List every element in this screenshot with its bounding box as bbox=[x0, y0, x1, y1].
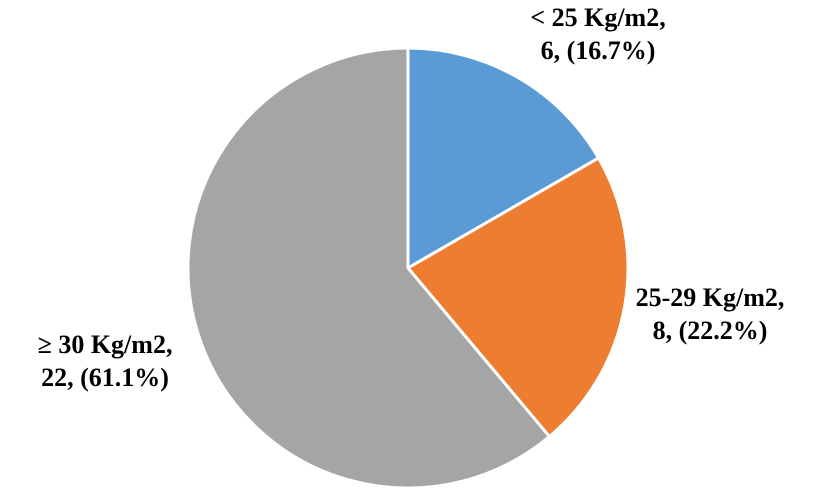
pie-slice bbox=[405, 155, 630, 439]
slice-value-label: 8, (22.2%) bbox=[653, 316, 768, 345]
pie-slice bbox=[406, 46, 601, 271]
slice-value-label: 22, (61.1%) bbox=[41, 363, 169, 392]
slice-value-label: 6, (16.7%) bbox=[541, 36, 656, 65]
pie-slice bbox=[186, 46, 552, 490]
slice-category-label: < 25 Kg/m2, bbox=[530, 3, 665, 32]
slice-category-label: 25-29 Kg/m2, bbox=[636, 283, 785, 312]
slice-category-label: ≥ 30 Kg/m2, bbox=[38, 330, 173, 359]
